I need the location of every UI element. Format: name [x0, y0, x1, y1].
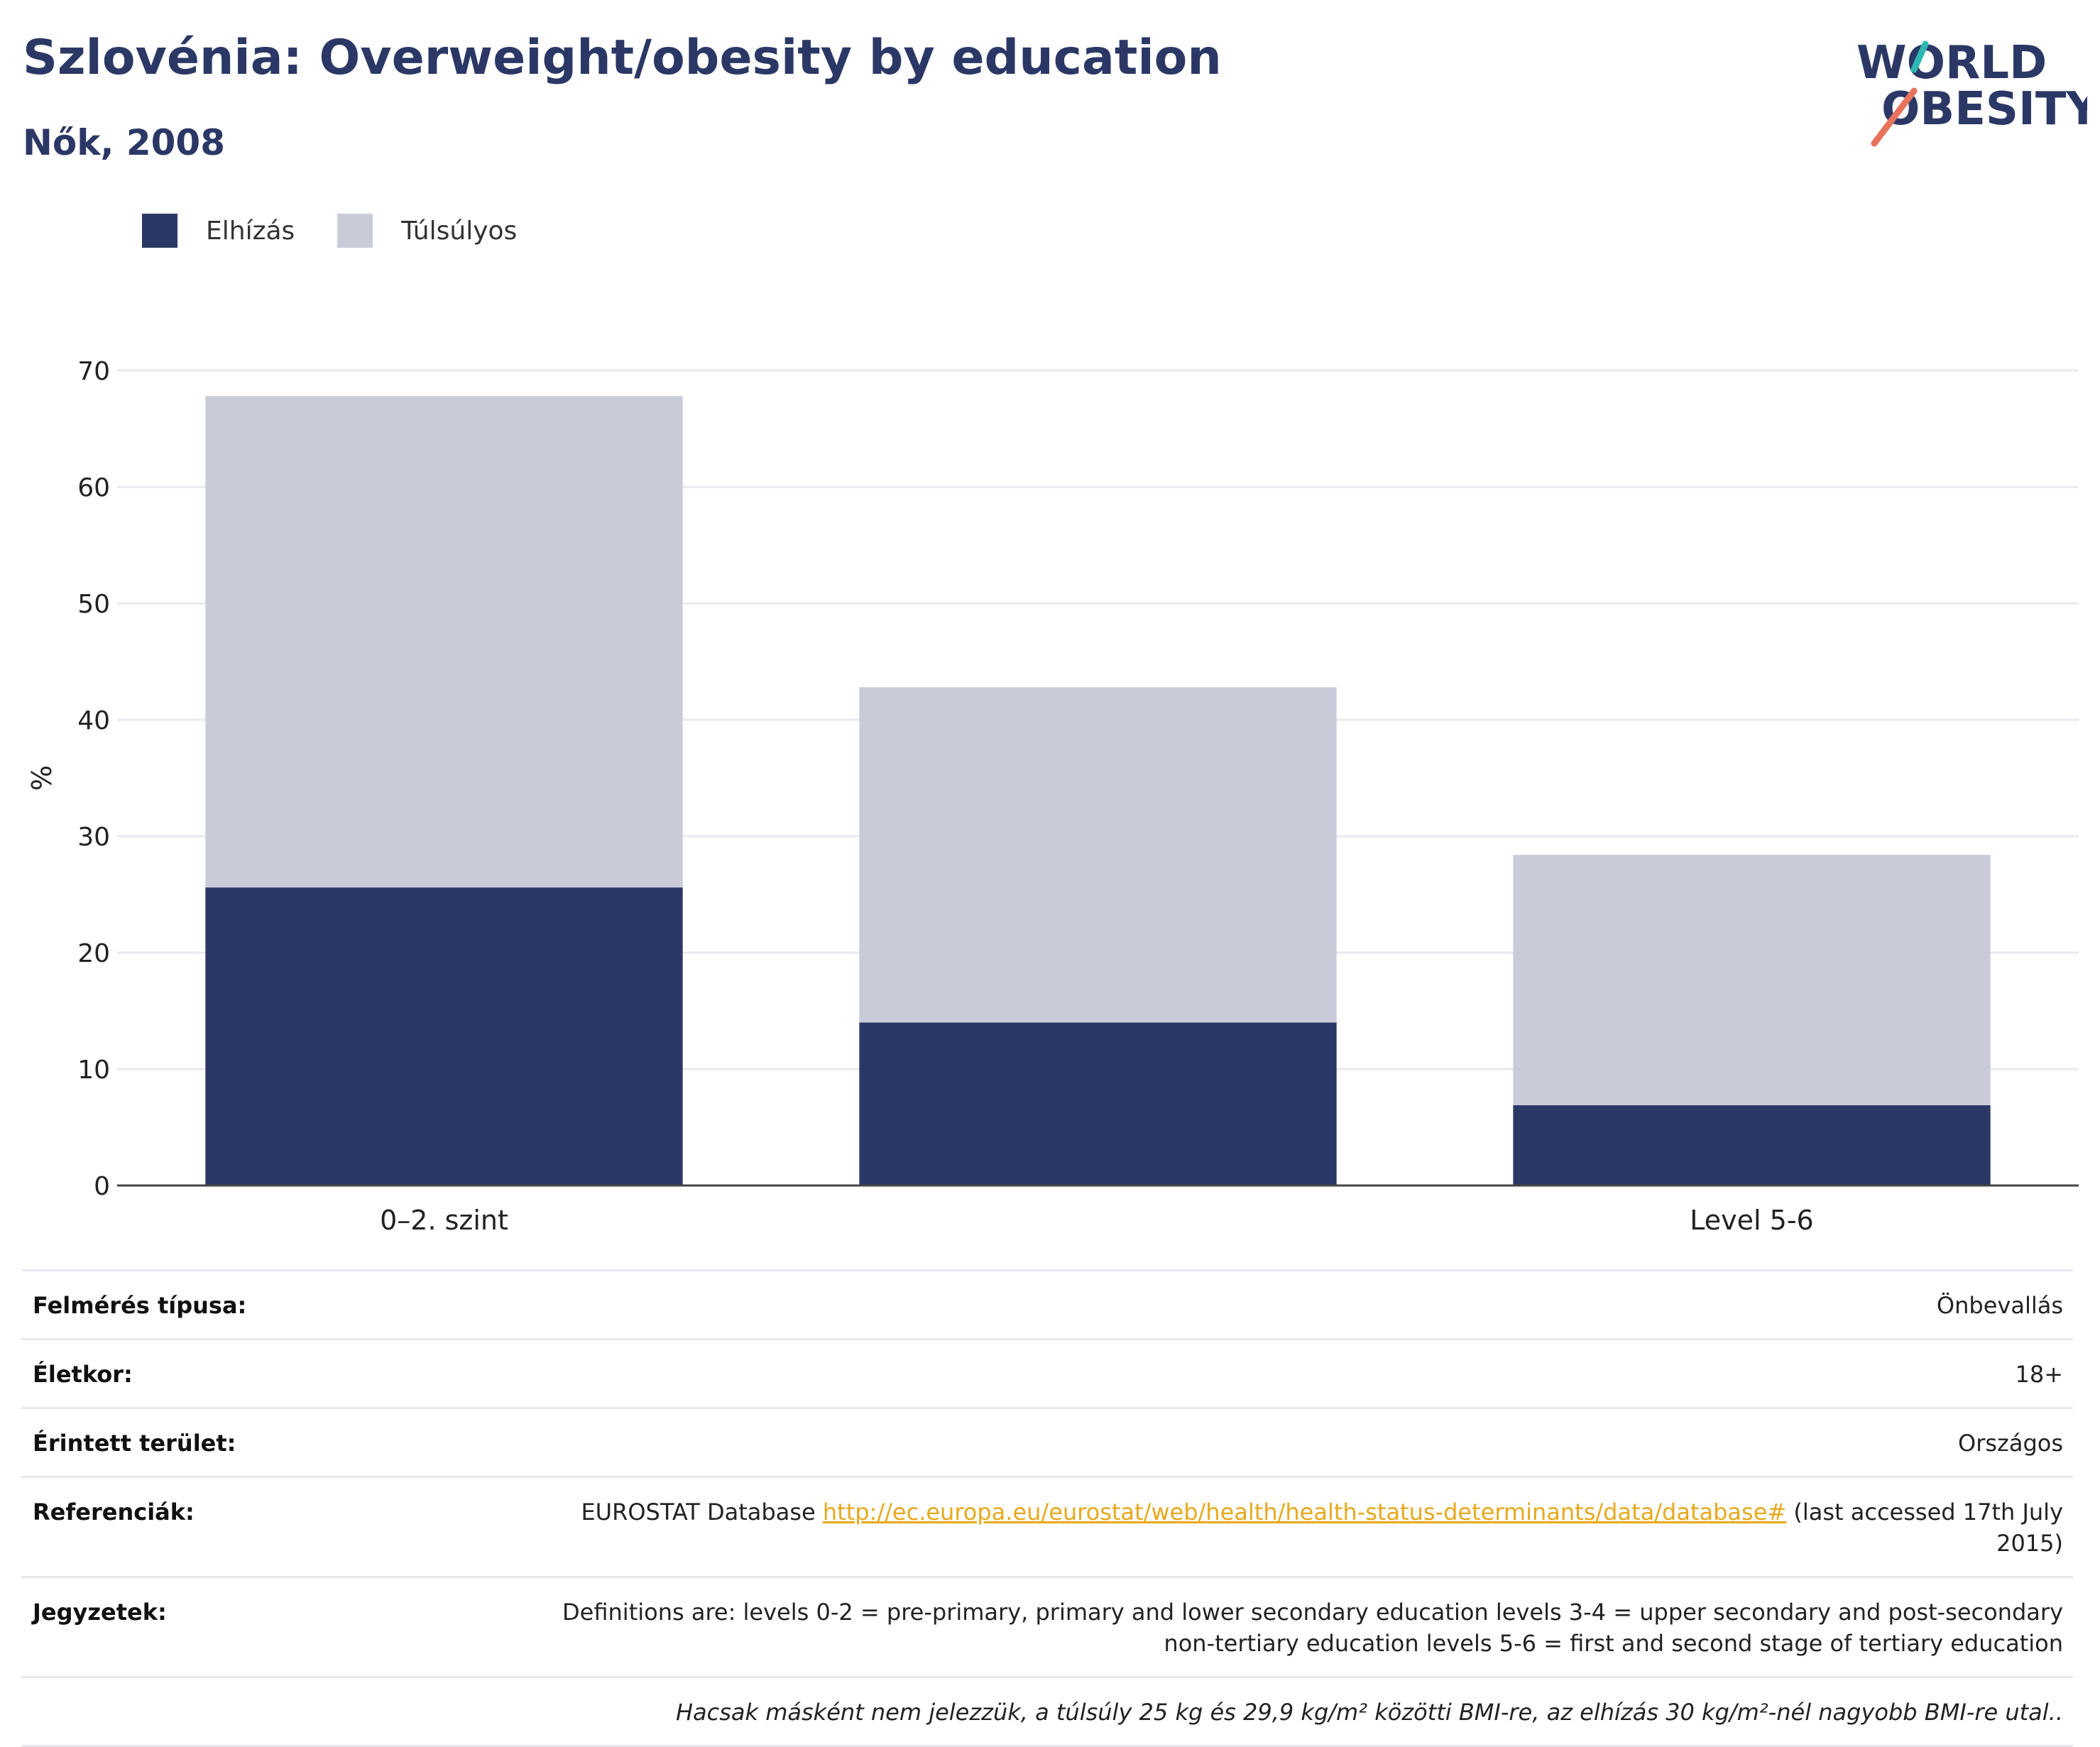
bar-obesity: [1513, 1105, 1991, 1185]
bar-obesity: [859, 1022, 1337, 1185]
bar-overweight: [1513, 855, 1991, 1105]
footnote-text: Hacsak másként nem jelezzük, a túlsúly 2…: [675, 1699, 2063, 1726]
metadata-table: Felmérés típusa: Önbevallás Életkor: 18+…: [21, 1269, 2073, 1747]
stacked-bar-chart: 0 10 20 30 40 50 60 70% 0–2. szint Level 5-6: [26, 357, 2079, 1236]
y-tick-label: 70: [77, 357, 110, 386]
y-tick-label: 40: [77, 706, 110, 735]
y-axis-label: %: [26, 765, 58, 791]
chart-title: Szlovénia: Overweight/obesity by educati…: [23, 30, 1222, 86]
y-tick-label: 50: [77, 590, 110, 619]
notes-label: Jegyzetek:: [33, 1599, 167, 1626]
meta-row-footnote: Hacsak másként nem jelezzük, a túlsúly 2…: [21, 1676, 2073, 1747]
y-tick-label: 60: [77, 473, 110, 503]
bar-overweight: [205, 396, 683, 888]
area-value: Országos: [1958, 1430, 2063, 1457]
reference-prefix: EUROSTAT Database: [581, 1499, 823, 1526]
notes-value: Definitions are: levels 0-2 = pre-primar…: [562, 1599, 2063, 1657]
x-tick-label: Level 5-6: [1690, 1205, 1813, 1236]
legend-item-obesity[interactable]: Elhízás: [142, 214, 295, 248]
world-obesity-logo: WORLD OBESITY: [1856, 37, 2087, 147]
reference-link[interactable]: http://ec.europa.eu/eurostat/web/health/…: [822, 1499, 1787, 1526]
area-label: Érintett terület:: [33, 1430, 236, 1457]
logo-slash-teal: [1910, 40, 1929, 73]
legend-item-overweight[interactable]: Túlsúlyos: [337, 214, 517, 248]
y-tick-label: 10: [77, 1056, 110, 1085]
legend-label-overweight: Túlsúlyos: [401, 216, 518, 246]
y-tick-label: 30: [77, 823, 110, 852]
legend-swatch-overweight: [337, 214, 373, 248]
y-tick-label: 0: [94, 1172, 110, 1201]
meta-row-age: Életkor: 18+: [21, 1338, 2073, 1407]
legend-swatch-obesity: [142, 214, 177, 248]
meta-row-notes: Jegyzetek: Definitions are: levels 0-2 =…: [21, 1576, 2073, 1676]
meta-row-area: Érintett terület: Országos: [21, 1407, 2073, 1476]
reference-suffix: (last accessed 17th July 2015): [1786, 1499, 2063, 1557]
age-label: Életkor:: [33, 1361, 133, 1388]
bar-overweight: [859, 687, 1337, 1023]
references-label: Referenciák:: [33, 1499, 195, 1526]
references-value: EUROSTAT Database http://ec.europa.eu/eu…: [537, 1496, 2063, 1559]
logo-slash-coral: [1871, 87, 1918, 147]
legend-label-obesity: Elhízás: [206, 216, 295, 246]
y-tick-label: 20: [77, 939, 110, 968]
chart-subtitle: Nők, 2008: [23, 122, 226, 163]
x-tick-label: 0–2. szint: [380, 1205, 508, 1236]
survey-type-label: Felmérés típusa:: [33, 1292, 247, 1319]
chart-legend: Elhízás Túlsúlyos: [142, 213, 559, 248]
meta-row-references: Referenciák: EUROSTAT Database http://ec…: [21, 1476, 2073, 1576]
logo-text-world: WORLD: [1856, 37, 2047, 89]
bar-obesity: [205, 887, 683, 1185]
age-value: 18+: [2015, 1361, 2063, 1388]
survey-type-value: Önbevallás: [1936, 1292, 2063, 1319]
meta-row-survey: Felmérés típusa: Önbevallás: [21, 1269, 2073, 1338]
